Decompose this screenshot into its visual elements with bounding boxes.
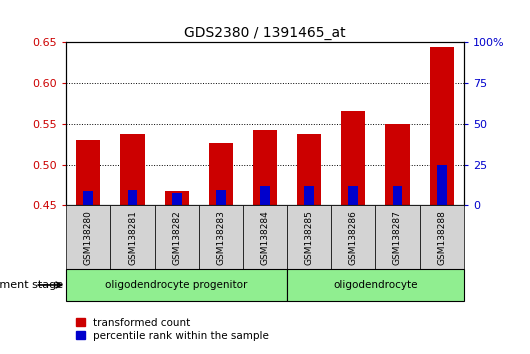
Title: GDS2380 / 1391465_at: GDS2380 / 1391465_at [184,26,346,40]
Text: oligodendrocyte progenitor: oligodendrocyte progenitor [105,280,248,290]
Bar [420,205,464,269]
Bar [287,269,464,301]
Text: GSM138280: GSM138280 [84,210,93,265]
Bar [331,205,375,269]
Bar [128,190,137,205]
Bar [243,205,287,269]
Bar [110,205,155,269]
Text: GSM138283: GSM138283 [216,210,225,265]
Bar [260,186,270,205]
Bar [66,269,287,301]
Bar [375,205,420,269]
Bar [304,186,314,205]
Bar [287,205,331,269]
Text: development stage: development stage [0,280,64,290]
Bar [349,186,358,205]
Bar [199,205,243,269]
Bar [120,135,145,205]
Text: GSM138282: GSM138282 [172,210,181,264]
Bar [253,130,277,205]
Bar [297,135,321,205]
Bar [164,191,189,205]
Text: GSM138286: GSM138286 [349,210,358,265]
Text: GSM138288: GSM138288 [437,210,446,265]
Legend: transformed count, percentile rank within the sample: transformed count, percentile rank withi… [72,314,273,345]
Text: GSM138284: GSM138284 [261,210,269,264]
Bar [216,190,226,205]
Text: GSM138285: GSM138285 [305,210,314,265]
Bar [429,47,454,205]
Bar [437,165,446,205]
Bar [84,191,93,205]
Bar [76,140,101,205]
Bar [385,124,410,205]
Text: GSM138287: GSM138287 [393,210,402,265]
Text: oligodendrocyte: oligodendrocyte [333,280,418,290]
Bar [172,193,181,205]
Bar [155,205,199,269]
Text: GSM138281: GSM138281 [128,210,137,265]
Bar [393,186,402,205]
Bar [66,205,110,269]
Bar [341,111,366,205]
Bar [209,143,233,205]
